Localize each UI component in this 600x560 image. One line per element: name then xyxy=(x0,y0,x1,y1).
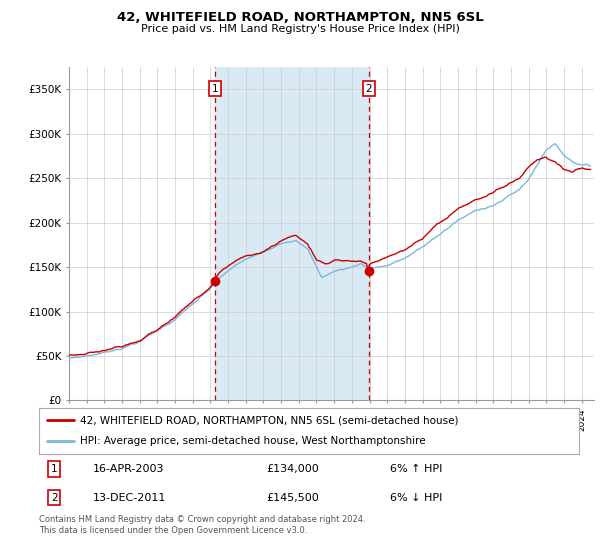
Text: 2: 2 xyxy=(51,493,58,502)
Text: HPI: Average price, semi-detached house, West Northamptonshire: HPI: Average price, semi-detached house,… xyxy=(79,436,425,446)
Text: £134,000: £134,000 xyxy=(266,464,319,474)
Text: Contains HM Land Registry data © Crown copyright and database right 2024.
This d: Contains HM Land Registry data © Crown c… xyxy=(39,515,365,535)
Text: 16-APR-2003: 16-APR-2003 xyxy=(93,464,164,474)
Text: 1: 1 xyxy=(212,84,218,94)
Text: Price paid vs. HM Land Registry's House Price Index (HPI): Price paid vs. HM Land Registry's House … xyxy=(140,24,460,34)
Text: 1: 1 xyxy=(51,464,58,474)
Text: £145,500: £145,500 xyxy=(266,493,319,502)
Text: 6% ↓ HPI: 6% ↓ HPI xyxy=(390,493,442,502)
Text: 6% ↑ HPI: 6% ↑ HPI xyxy=(390,464,442,474)
Text: 13-DEC-2011: 13-DEC-2011 xyxy=(93,493,166,502)
Text: 42, WHITEFIELD ROAD, NORTHAMPTON, NN5 6SL: 42, WHITEFIELD ROAD, NORTHAMPTON, NN5 6S… xyxy=(116,11,484,24)
Text: 42, WHITEFIELD ROAD, NORTHAMPTON, NN5 6SL (semi-detached house): 42, WHITEFIELD ROAD, NORTHAMPTON, NN5 6S… xyxy=(79,415,458,425)
Bar xyxy=(215,67,368,400)
Text: 2: 2 xyxy=(365,84,372,94)
